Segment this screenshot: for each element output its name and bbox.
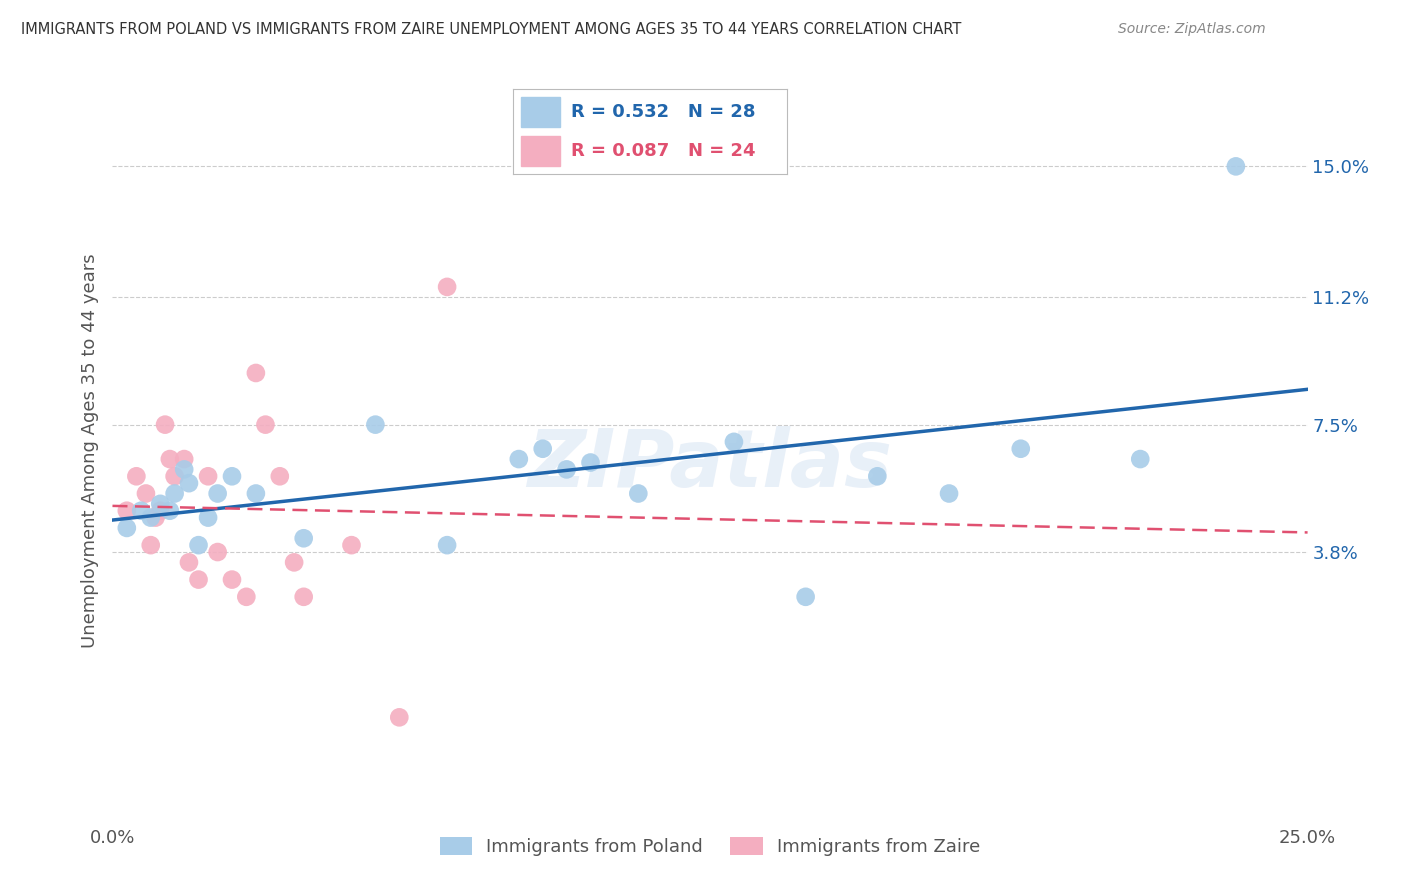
Point — [1129, 452, 1152, 467]
Point — [340, 538, 363, 552]
Point — [245, 486, 267, 500]
Point — [159, 452, 181, 467]
Point — [187, 573, 209, 587]
Point — [245, 366, 267, 380]
Point — [254, 417, 277, 432]
Point — [115, 521, 138, 535]
Point — [555, 462, 578, 476]
Point — [364, 417, 387, 432]
Text: IMMIGRANTS FROM POLAND VS IMMIGRANTS FROM ZAIRE UNEMPLOYMENT AMONG AGES 35 TO 44: IMMIGRANTS FROM POLAND VS IMMIGRANTS FRO… — [21, 22, 962, 37]
Point — [197, 469, 219, 483]
Bar — [522, 97, 560, 128]
Point — [1010, 442, 1032, 456]
Text: Source: ZipAtlas.com: Source: ZipAtlas.com — [1118, 22, 1265, 37]
Point — [135, 486, 157, 500]
Point — [269, 469, 291, 483]
Point — [938, 486, 960, 500]
Point — [177, 555, 200, 569]
Point — [207, 545, 229, 559]
Point — [207, 486, 229, 500]
Point — [125, 469, 148, 483]
Legend: Immigrants from Poland, Immigrants from Zaire: Immigrants from Poland, Immigrants from … — [432, 830, 988, 863]
Point — [1225, 160, 1247, 174]
Point — [173, 452, 195, 467]
Point — [508, 452, 530, 467]
Bar — [522, 136, 560, 166]
Y-axis label: Unemployment Among Ages 35 to 44 years: Unemployment Among Ages 35 to 44 years — [80, 253, 98, 648]
Text: R = 0.087   N = 24: R = 0.087 N = 24 — [571, 142, 755, 160]
Point — [235, 590, 257, 604]
Point — [139, 510, 162, 524]
Point — [197, 510, 219, 524]
Text: ZIPatlas: ZIPatlas — [527, 426, 893, 504]
Point — [531, 442, 554, 456]
Text: R = 0.532   N = 28: R = 0.532 N = 28 — [571, 103, 755, 121]
Point — [163, 486, 186, 500]
Point — [149, 504, 172, 518]
Point — [159, 504, 181, 518]
Point — [436, 280, 458, 294]
Point — [283, 555, 305, 569]
Point — [177, 476, 200, 491]
Point — [221, 573, 243, 587]
Point — [388, 710, 411, 724]
Point — [723, 434, 745, 449]
Point — [292, 531, 315, 545]
Point — [187, 538, 209, 552]
Point — [153, 417, 176, 432]
Point — [115, 504, 138, 518]
Point — [149, 497, 172, 511]
Point — [627, 486, 650, 500]
Point — [163, 469, 186, 483]
Point — [579, 456, 602, 470]
Point — [139, 538, 162, 552]
Point — [794, 590, 817, 604]
Point — [145, 510, 167, 524]
Point — [129, 504, 152, 518]
Point — [292, 590, 315, 604]
Point — [221, 469, 243, 483]
Point — [173, 462, 195, 476]
Point — [866, 469, 889, 483]
Point — [436, 538, 458, 552]
